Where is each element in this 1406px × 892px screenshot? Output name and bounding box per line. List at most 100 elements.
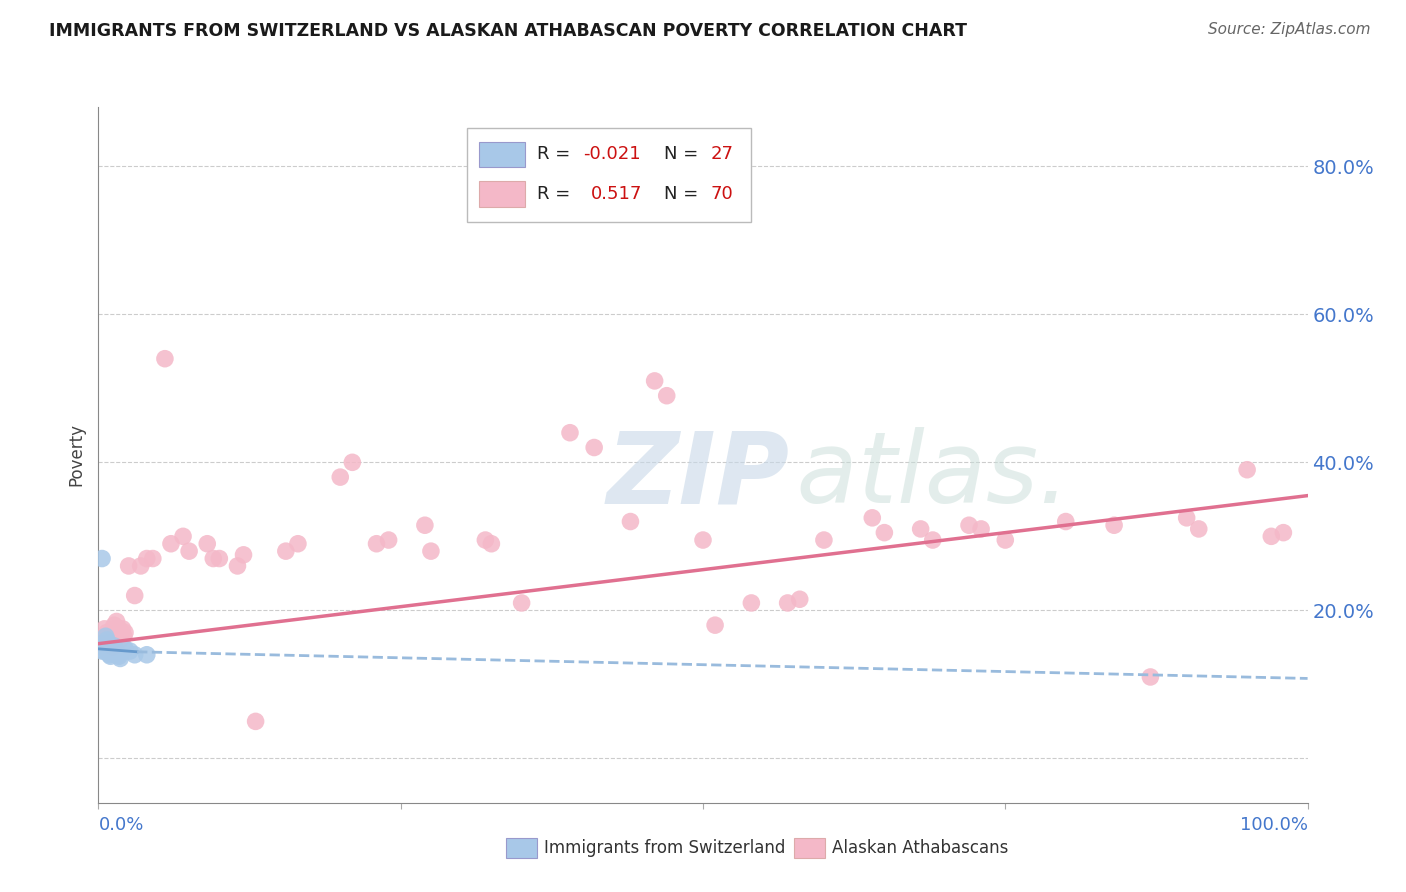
Point (287, 537, 309, 551)
Point (776, 596, 799, 610)
Point (1236, 463, 1258, 477)
FancyBboxPatch shape (479, 142, 526, 167)
Text: 70: 70 (710, 185, 733, 203)
Text: N =: N = (664, 145, 704, 163)
Point (1272, 525, 1295, 540)
Point (789, 592, 811, 607)
Text: -0.021: -0.021 (583, 145, 641, 163)
Point (101, 640, 124, 655)
Point (107, 648, 129, 662)
Text: N =: N = (664, 185, 704, 203)
Point (91, 644, 114, 658)
Point (93, 637, 115, 651)
Point (97, 637, 120, 651)
Point (420, 544, 443, 558)
Point (98, 648, 121, 662)
Point (1175, 511, 1198, 525)
Point (619, 515, 641, 529)
Point (91, 637, 114, 651)
Point (96, 640, 118, 655)
Point (510, 596, 533, 610)
Text: Source: ZipAtlas.com: Source: ZipAtlas.com (1208, 22, 1371, 37)
Point (108, 632, 131, 647)
FancyBboxPatch shape (467, 128, 751, 222)
Point (135, 551, 157, 566)
Text: IMMIGRANTS FROM SWITZERLAND VS ALASKAN ATHABASCAN POVERTY CORRELATION CHART: IMMIGRANTS FROM SWITZERLAND VS ALASKAN A… (49, 22, 967, 40)
Point (94, 637, 117, 651)
Point (100, 629, 122, 643)
Point (101, 644, 124, 658)
Point (583, 441, 606, 455)
Point (994, 533, 1017, 547)
Text: 0.517: 0.517 (591, 185, 643, 203)
Point (873, 525, 896, 540)
Point (860, 511, 883, 525)
Point (93, 622, 115, 636)
Point (1054, 515, 1077, 529)
Point (108, 651, 131, 665)
Point (172, 529, 194, 543)
Point (100, 641, 122, 656)
Point (813, 533, 835, 547)
Point (704, 618, 727, 632)
Point (107, 625, 129, 640)
Point (100, 649, 122, 664)
Point (104, 622, 127, 636)
Point (98, 640, 121, 655)
Text: ZIP: ZIP (606, 427, 789, 524)
Y-axis label: Poverty: Poverty (67, 424, 86, 486)
Point (1260, 529, 1282, 543)
Point (124, 589, 146, 603)
Point (342, 455, 364, 469)
Point (366, 537, 388, 551)
Point (129, 558, 152, 573)
Text: 27: 27 (710, 145, 734, 163)
Text: atlas.: atlas. (606, 427, 1070, 524)
Point (1139, 670, 1161, 684)
Point (112, 629, 135, 643)
Point (118, 558, 141, 573)
Point (655, 389, 678, 403)
Point (91, 551, 114, 566)
Text: Immigrants from Switzerland: Immigrants from Switzerland (544, 839, 786, 857)
Point (97, 644, 120, 658)
Point (1102, 518, 1125, 533)
Point (329, 470, 352, 484)
Point (105, 615, 128, 629)
Point (153, 351, 176, 366)
Point (96, 625, 118, 640)
Point (98, 637, 121, 651)
Point (558, 425, 581, 440)
Point (104, 641, 127, 656)
Point (921, 533, 943, 547)
Point (245, 714, 267, 729)
Text: R =: R = (537, 185, 582, 203)
Point (114, 641, 136, 656)
Text: Alaskan Athabascans: Alaskan Athabascans (832, 839, 1008, 857)
Point (94, 632, 117, 647)
Point (111, 622, 134, 636)
Point (160, 537, 183, 551)
Point (108, 622, 131, 636)
Point (135, 648, 157, 662)
Point (142, 551, 165, 566)
Point (957, 518, 980, 533)
Point (118, 644, 141, 658)
FancyBboxPatch shape (479, 181, 526, 207)
Point (103, 639, 125, 653)
Point (274, 544, 297, 558)
Point (91, 637, 114, 651)
Point (692, 533, 714, 547)
Point (114, 625, 136, 640)
Point (910, 522, 932, 536)
Point (110, 625, 132, 640)
Text: 100.0%: 100.0% (1240, 816, 1308, 834)
Point (100, 646, 122, 660)
Point (1188, 522, 1211, 536)
Point (644, 374, 666, 388)
Point (97, 629, 120, 643)
Point (377, 533, 399, 547)
Point (208, 551, 231, 566)
Point (93, 644, 115, 658)
Point (103, 618, 125, 632)
